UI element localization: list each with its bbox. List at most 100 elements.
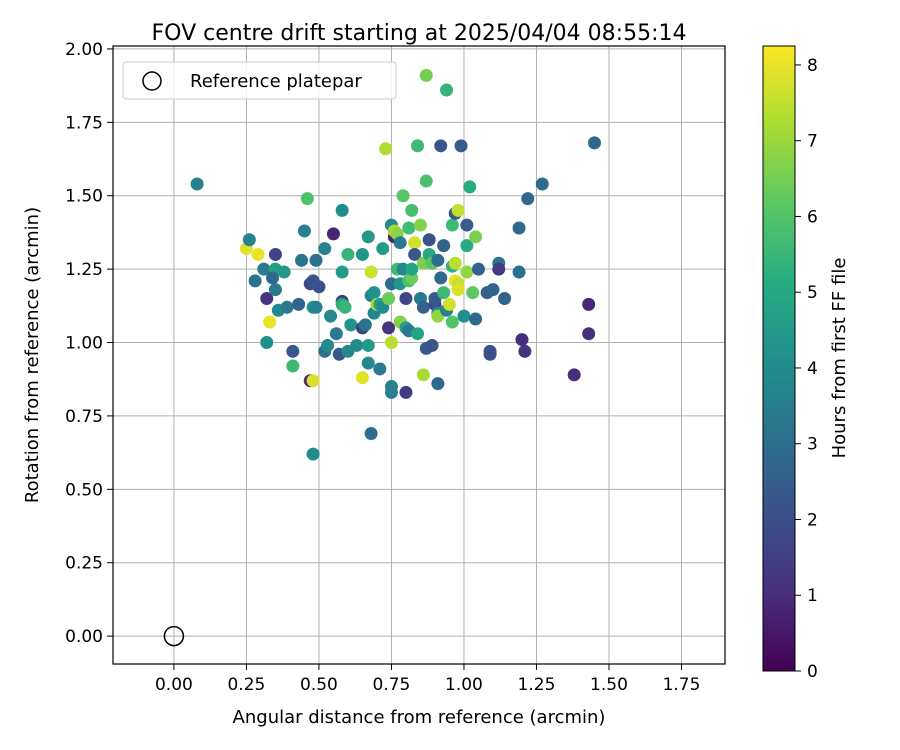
data-point	[266, 271, 280, 285]
data-point	[434, 139, 448, 153]
chart-title: FOV centre drift starting at 2025/04/04 …	[152, 21, 687, 46]
data-point	[286, 359, 300, 373]
colorbar-tick-label: 1	[807, 586, 818, 606]
data-point	[384, 336, 398, 350]
data-point	[306, 374, 320, 388]
legend-marker-icon	[142, 71, 162, 91]
data-point	[318, 242, 332, 256]
data-point	[469, 312, 483, 326]
data-point	[399, 291, 413, 305]
data-point	[492, 262, 506, 276]
data-point	[434, 271, 448, 285]
data-point	[364, 427, 378, 441]
data-point	[329, 327, 343, 341]
data-point	[324, 309, 338, 323]
data-point	[431, 253, 445, 267]
y-tick-label: 1.75	[65, 113, 103, 133]
data-point	[364, 265, 378, 279]
legend: Reference platepar	[122, 61, 397, 100]
x-tick-label: 1.25	[518, 675, 556, 695]
x-tick-label: 1.75	[663, 675, 701, 695]
data-point	[440, 83, 454, 97]
data-point	[280, 300, 294, 314]
data-point	[190, 177, 204, 191]
data-point	[416, 300, 430, 314]
data-point	[242, 233, 256, 247]
x-tick-label: 0.75	[373, 675, 411, 695]
data-point	[277, 265, 291, 279]
data-point	[483, 347, 497, 361]
data-point	[382, 291, 396, 305]
colorbar-tick-label: 2	[807, 510, 818, 530]
colorbar-tick-label: 5	[807, 283, 818, 303]
colorbar-tick-label: 6	[807, 207, 818, 227]
reference-point-marker	[163, 625, 185, 647]
legend-entry-reference: Reference platepar	[190, 71, 362, 92]
data-point	[396, 189, 410, 203]
data-point	[306, 447, 320, 461]
y-tick-label: 0.75	[65, 407, 103, 427]
data-point	[286, 344, 300, 358]
data-point	[338, 300, 352, 314]
data-point	[335, 203, 349, 217]
data-point	[460, 265, 474, 279]
data-point	[355, 371, 369, 385]
data-point	[535, 177, 549, 191]
y-tick-label: 1.50	[65, 187, 103, 207]
colorbar-tick-label: 8	[807, 56, 818, 76]
data-point	[341, 247, 355, 261]
data-point	[350, 338, 364, 352]
data-point	[408, 236, 422, 250]
data-point	[292, 297, 306, 311]
data-point	[445, 315, 459, 329]
data-point	[248, 274, 262, 288]
data-point	[344, 318, 358, 332]
colorbar: 0 1 2 3 4 5 6 7 8 Hours from first FF file	[762, 45, 850, 682]
x-tick-label: 1.00	[445, 675, 483, 695]
y-axis-ticks: 0.00 0.25 0.50 0.75 1.00 1.25 1.50 1.75 2.00	[65, 40, 113, 647]
data-point	[518, 344, 532, 358]
data-point	[376, 242, 390, 256]
data-point	[442, 297, 456, 311]
data-point	[463, 180, 477, 194]
colorbar-ticks: 0 1 2 3 4 5 6 7 8	[795, 56, 818, 682]
x-tick-label: 0.50	[300, 675, 338, 695]
data-point	[460, 239, 474, 253]
data-point	[515, 333, 529, 347]
y-axis-label: Rotation from reference (arcmin)	[22, 207, 43, 503]
data-point	[355, 247, 369, 261]
data-point	[361, 338, 375, 352]
data-point	[260, 291, 274, 305]
data-point	[457, 309, 471, 323]
data-point	[321, 338, 335, 352]
data-point	[393, 236, 407, 250]
data-point	[451, 283, 465, 297]
data-point	[408, 247, 422, 261]
data-point	[257, 262, 271, 276]
data-point	[469, 230, 483, 244]
data-point	[382, 321, 396, 335]
colorbar-tick-label: 3	[807, 435, 818, 455]
data-point	[498, 291, 512, 305]
data-point	[405, 262, 419, 276]
data-point	[437, 239, 451, 253]
data-point	[582, 297, 596, 311]
x-tick-label: 1.50	[590, 675, 628, 695]
colorbar-gradient	[762, 45, 796, 672]
data-point	[460, 218, 474, 232]
data-point	[326, 227, 340, 241]
data-point	[512, 265, 526, 279]
data-point	[260, 336, 274, 350]
data-point	[295, 253, 309, 267]
data-point	[521, 192, 535, 206]
grid-lines	[113, 46, 725, 664]
data-point	[361, 356, 375, 370]
data-point	[251, 247, 265, 261]
data-point	[416, 368, 430, 382]
colorbar-label: Hours from first FF file	[829, 258, 850, 459]
data-point	[405, 203, 419, 217]
data-point	[367, 286, 381, 300]
data-point	[399, 385, 413, 399]
data-point	[268, 283, 282, 297]
y-tick-label: 1.25	[65, 260, 103, 280]
